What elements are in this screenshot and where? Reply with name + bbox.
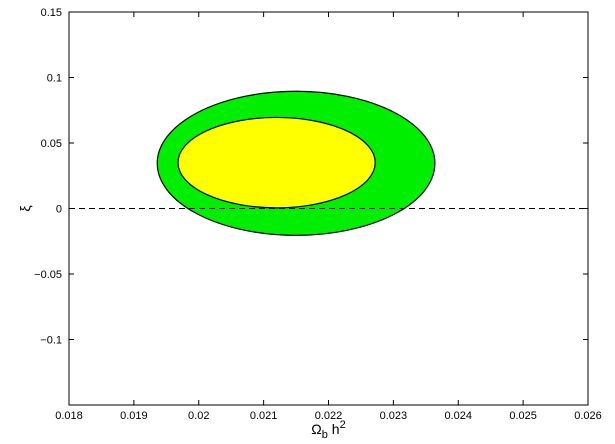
y-axis-title: ξ [17, 205, 33, 211]
x-axis-title-subscript: b [322, 429, 328, 439]
axis-ticks [68, 11, 589, 405]
x-axis-title-superscript: 2 [340, 419, 346, 431]
y-tick-label: 0.15 [41, 7, 62, 19]
y-tick-label: −0.05 [34, 269, 62, 281]
x-tick-label: 0.024 [444, 410, 472, 422]
y-tick-label: 0.1 [47, 73, 62, 85]
y-tick-label: 0.05 [41, 138, 62, 150]
x-tick-label: 0.018 [55, 410, 83, 422]
x-tick-label: 0.026 [574, 410, 602, 422]
y-tick-label: −0.1 [40, 335, 62, 347]
x-tick-label: 0.022 [315, 410, 343, 422]
tick-labels: 0.018 0.019 0.02 0.021 0.022 0.023 0.024 0.025 0… [34, 7, 602, 422]
x-axis-title-mid: h [328, 421, 340, 437]
x-axis-title: Ωb h2 [311, 419, 345, 439]
x-tick-label: 0.021 [250, 410, 278, 422]
x-tick-label: 0.025 [509, 410, 537, 422]
x-tick-label: 0.023 [380, 410, 408, 422]
x-tick-label: 0.02 [188, 410, 209, 422]
confidence-region-inner [177, 116, 376, 209]
y-tick-label: 0 [56, 204, 62, 216]
x-axis-title-base: Ω [311, 421, 321, 437]
x-tick-label: 0.019 [120, 410, 148, 422]
confidence-regions [156, 90, 436, 236]
